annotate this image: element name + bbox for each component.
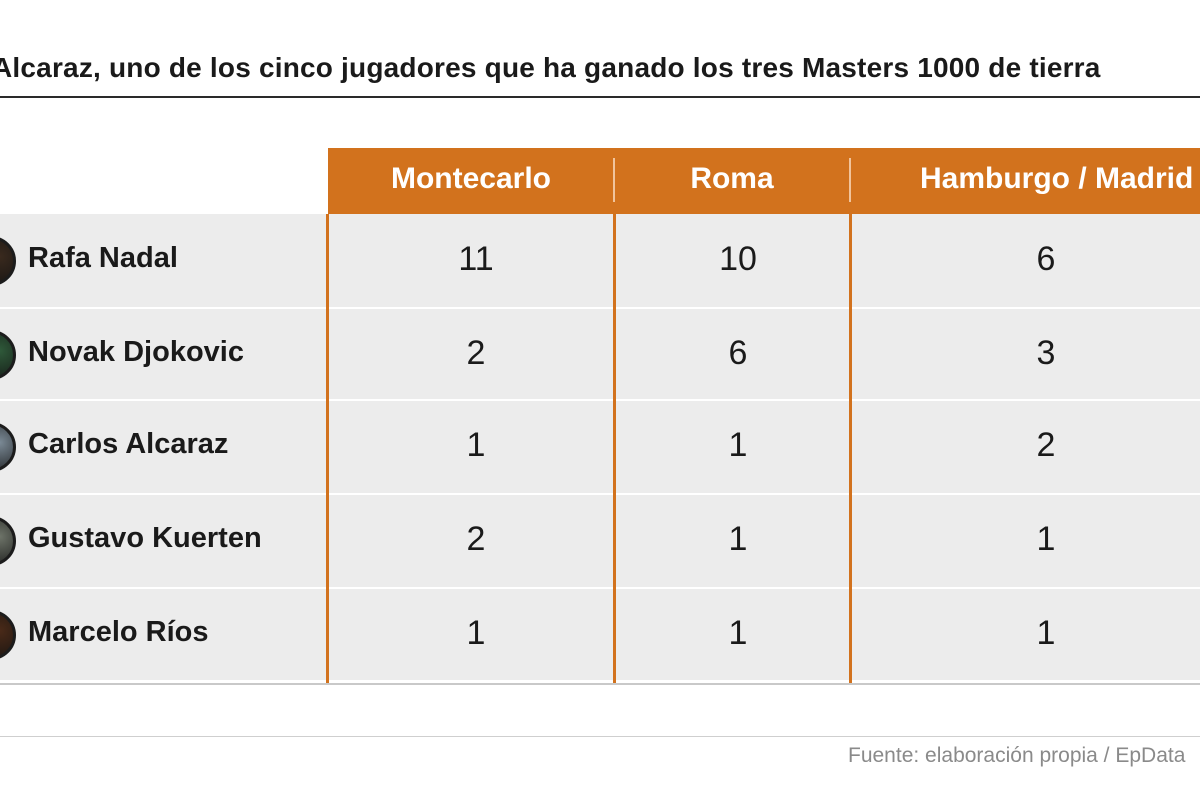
- column-header-3: Hamburgo / Madrid: [850, 148, 1200, 210]
- value-cell: 1: [1036, 614, 1056, 652]
- value-cell: 1: [728, 614, 748, 652]
- source-note: Fuente: elaboración propia / EpData: [848, 744, 1186, 767]
- footer-divider: [0, 736, 1200, 737]
- player-name: Gustavo Kuerten: [28, 522, 262, 554]
- player-name: Rafa Nadal: [28, 242, 178, 274]
- value-cell: 6: [1036, 240, 1056, 278]
- row-divider: [0, 587, 1200, 589]
- header-separator: [613, 158, 615, 202]
- row-divider: [0, 399, 1200, 401]
- row-divider: [0, 493, 1200, 495]
- title-underline: [0, 96, 1200, 98]
- column-divider: [326, 214, 329, 684]
- table-bottom-border: [0, 683, 1200, 685]
- value-cell: 10: [719, 240, 757, 278]
- table-row: [0, 308, 1200, 400]
- column-header-1: Montecarlo: [328, 148, 614, 210]
- value-cell: 3: [1036, 334, 1056, 372]
- chart-title: Alcaraz, uno de los cinco jugadores que …: [0, 52, 1101, 83]
- value-cell: 2: [466, 334, 486, 372]
- player-name: Carlos Alcaraz: [28, 428, 229, 460]
- header-separator: [849, 158, 851, 202]
- column-divider: [613, 214, 616, 684]
- table-row: [0, 588, 1200, 680]
- table-row: [0, 494, 1200, 588]
- value-cell: 6: [728, 334, 748, 372]
- player-name: Novak Djokovic: [28, 336, 244, 368]
- table-row: [0, 214, 1200, 308]
- value-cell: 1: [466, 614, 486, 652]
- player-name: Marcelo Ríos: [28, 616, 209, 648]
- value-cell: 1: [728, 426, 748, 464]
- row-divider: [0, 307, 1200, 309]
- value-cell: 2: [466, 520, 486, 558]
- column-divider: [849, 214, 852, 684]
- value-cell: 1: [728, 520, 748, 558]
- table-row: [0, 400, 1200, 494]
- value-cell: 2: [1036, 426, 1056, 464]
- value-cell: 1: [1036, 520, 1056, 558]
- value-cell: 1: [466, 426, 486, 464]
- value-cell: 11: [458, 240, 494, 278]
- header-bottom-border: [328, 210, 1200, 214]
- column-header-2: Roma: [614, 148, 850, 210]
